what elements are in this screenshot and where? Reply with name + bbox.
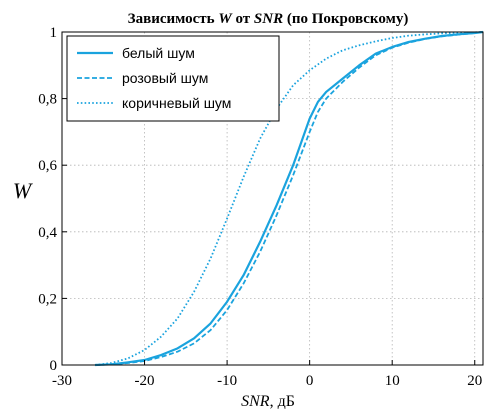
legend-label-1: белый шум xyxy=(122,45,195,61)
plot-frame xyxy=(61,31,484,366)
x-tick-label: 20 xyxy=(467,373,482,389)
y-tick-label: 0 xyxy=(50,358,58,374)
chart_data.title_parts-part: Зависимость xyxy=(128,11,219,27)
legend-label-3: коричневый шум xyxy=(122,95,231,111)
chart-title: Зависимость W от SNR (по Покровскому) xyxy=(128,11,409,27)
legend: белый шум розовый шум коричневый шум xyxy=(66,35,280,122)
legend-label-2: розовый шум xyxy=(122,70,208,86)
chart_data.xlabel_parts-part: SNR xyxy=(241,393,270,410)
series-line-2 xyxy=(94,31,484,366)
y-ticks: 0 0,2 0,4 0,6 0,8 1 xyxy=(38,25,67,374)
series-line-3 xyxy=(94,31,484,366)
chart_data.title_parts-part: SNR xyxy=(254,11,283,27)
y-tick-label: 0,2 xyxy=(38,291,57,307)
x-tick-label: 10 xyxy=(385,373,400,389)
x-tick-label: -30 xyxy=(52,373,72,389)
x-tick-label: -20 xyxy=(135,373,155,389)
y-tick-label: 1 xyxy=(50,25,58,41)
x-tick-label: -10 xyxy=(217,373,237,389)
y-tick-label: 0,4 xyxy=(38,225,57,241)
series-layer xyxy=(94,30,484,367)
chart_data.title_parts-part: (по Покровскому) xyxy=(283,11,408,27)
y-tick-label: 0,8 xyxy=(38,92,57,108)
x-tick-label: 0 xyxy=(306,373,314,389)
chart_data.title_parts-part: от xyxy=(232,11,254,27)
x-axis-label: SNR, дБ xyxy=(241,393,295,410)
x-ticks: -30 -20 -10 0 10 20 xyxy=(52,360,482,389)
y-tick-label: 0,6 xyxy=(38,158,57,174)
chart_data.title_parts-part: W xyxy=(218,11,233,27)
y-axis-label: W xyxy=(13,178,33,203)
chart_data.xlabel_parts-part: , дБ xyxy=(270,393,295,410)
